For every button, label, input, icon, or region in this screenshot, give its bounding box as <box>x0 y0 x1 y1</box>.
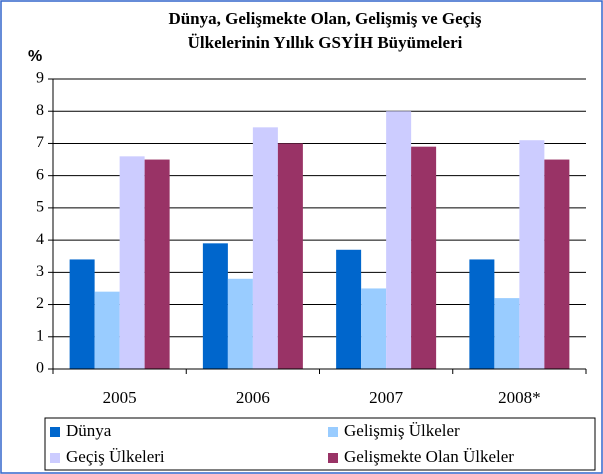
y-tick-label: 3 <box>36 263 44 280</box>
legend-label: Gelişmekte Olan Ülkeler <box>344 447 514 466</box>
x-tick-label: 2005 <box>103 388 137 407</box>
legend-box <box>44 417 596 471</box>
y-tick-label: 1 <box>36 327 44 344</box>
x-tick-label: 2007 <box>369 388 404 407</box>
y-tick-label: 5 <box>36 199 44 216</box>
legend-swatch <box>328 453 338 463</box>
bar <box>144 159 170 369</box>
chart-title: Ülkelerinin Yıllık GSYİH Büyümeleri <box>188 33 463 52</box>
bar <box>336 249 362 369</box>
bar <box>544 159 570 369</box>
y-tick-label: 9 <box>36 70 44 87</box>
bar <box>519 140 545 369</box>
x-tick-label: 2008* <box>498 388 541 407</box>
bar <box>386 111 412 369</box>
legend-swatch <box>50 453 60 463</box>
chart-title: Dünya, Gelişmekte Olan, Gelişmiş ve Geçi… <box>168 9 481 28</box>
bar <box>469 259 495 369</box>
y-axis-label: % <box>28 48 42 65</box>
bar <box>252 127 278 369</box>
bar <box>361 288 387 369</box>
bar <box>494 298 520 369</box>
y-tick-label: 7 <box>36 134 44 151</box>
legend-swatch <box>328 427 338 437</box>
bar <box>202 243 228 369</box>
bar <box>411 146 437 369</box>
x-tick-label: 2006 <box>236 388 270 407</box>
bar <box>227 278 253 369</box>
bar <box>119 156 145 369</box>
legend-label: Geçiş Ülkeleri <box>66 447 165 466</box>
y-tick-label: 0 <box>36 360 44 377</box>
legend-label: Gelişmiş Ülkeler <box>344 421 460 440</box>
bar <box>94 291 120 369</box>
y-tick-label: 8 <box>36 102 44 119</box>
bar <box>277 143 303 369</box>
legend-swatch <box>50 427 60 437</box>
y-tick-label: 2 <box>36 295 44 312</box>
y-tick-label: 4 <box>36 231 44 248</box>
bar <box>69 259 95 369</box>
legend-label: Dünya <box>66 421 112 440</box>
y-tick-label: 6 <box>36 166 44 183</box>
